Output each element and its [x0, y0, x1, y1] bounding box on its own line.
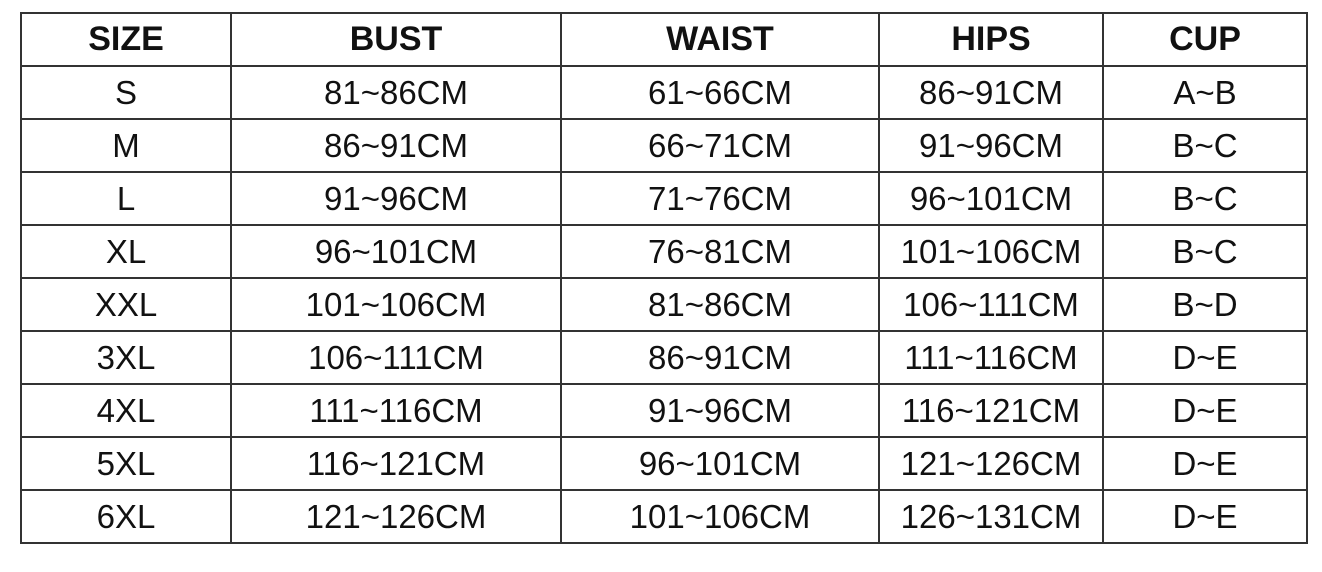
- cell-bust: 86~91CM: [230, 118, 562, 173]
- header-cup: CUP: [1102, 12, 1308, 67]
- cell-waist: 66~71CM: [560, 118, 880, 173]
- cell-size: 3XL: [20, 330, 232, 385]
- cell-waist: 71~76CM: [560, 171, 880, 226]
- cell-bust: 96~101CM: [230, 224, 562, 279]
- cell-size: 6XL: [20, 489, 232, 544]
- cell-size: 5XL: [20, 436, 232, 491]
- cell-waist: 91~96CM: [560, 383, 880, 438]
- cell-waist: 101~106CM: [560, 489, 880, 544]
- cell-waist: 86~91CM: [560, 330, 880, 385]
- cell-cup: B~C: [1102, 118, 1308, 173]
- header-row: SIZE BUST WAIST HIPS CUP: [20, 12, 1308, 67]
- cell-hips: 86~91CM: [878, 65, 1104, 120]
- cell-bust: 121~126CM: [230, 489, 562, 544]
- table-row: XXL 101~106CM 81~86CM 106~111CM B~D: [20, 277, 1308, 332]
- cell-hips: 126~131CM: [878, 489, 1104, 544]
- cell-bust: 81~86CM: [230, 65, 562, 120]
- header-hips: HIPS: [878, 12, 1104, 67]
- cell-size: L: [20, 171, 232, 226]
- table-row: L 91~96CM 71~76CM 96~101CM B~C: [20, 171, 1308, 226]
- table-row: 5XL 116~121CM 96~101CM 121~126CM D~E: [20, 436, 1308, 491]
- table-row: M 86~91CM 66~71CM 91~96CM B~C: [20, 118, 1308, 173]
- cell-waist: 76~81CM: [560, 224, 880, 279]
- cell-cup: D~E: [1102, 330, 1308, 385]
- cell-hips: 101~106CM: [878, 224, 1104, 279]
- cell-hips: 116~121CM: [878, 383, 1104, 438]
- cell-size: S: [20, 65, 232, 120]
- cell-cup: B~C: [1102, 171, 1308, 226]
- cell-hips: 106~111CM: [878, 277, 1104, 332]
- cell-size: XXL: [20, 277, 232, 332]
- cell-waist: 81~86CM: [560, 277, 880, 332]
- cell-waist: 61~66CM: [560, 65, 880, 120]
- cell-bust: 116~121CM: [230, 436, 562, 491]
- cell-hips: 121~126CM: [878, 436, 1104, 491]
- table-row: 3XL 106~111CM 86~91CM 111~116CM D~E: [20, 330, 1308, 385]
- table-row: S 81~86CM 61~66CM 86~91CM A~B: [20, 65, 1308, 120]
- size-chart-table: SIZE BUST WAIST HIPS CUP S 81~86CM 61~66CM…: [20, 12, 1308, 544]
- cell-cup: A~B: [1102, 65, 1308, 120]
- cell-cup: B~C: [1102, 224, 1308, 279]
- table-row: 6XL 121~126CM 101~106CM 126~131CM D~E: [20, 489, 1308, 544]
- cell-size: XL: [20, 224, 232, 279]
- cell-cup: B~D: [1102, 277, 1308, 332]
- cell-bust: 91~96CM: [230, 171, 562, 226]
- cell-cup: D~E: [1102, 383, 1308, 438]
- cell-hips: 96~101CM: [878, 171, 1104, 226]
- header-size: SIZE: [20, 12, 232, 67]
- cell-hips: 91~96CM: [878, 118, 1104, 173]
- header-waist: WAIST: [560, 12, 880, 67]
- cell-bust: 106~111CM: [230, 330, 562, 385]
- table-row: 4XL 111~116CM 91~96CM 116~121CM D~E: [20, 383, 1308, 438]
- table-row: XL 96~101CM 76~81CM 101~106CM B~C: [20, 224, 1308, 279]
- cell-size: 4XL: [20, 383, 232, 438]
- cell-size: M: [20, 118, 232, 173]
- cell-cup: D~E: [1102, 436, 1308, 491]
- cell-waist: 96~101CM: [560, 436, 880, 491]
- cell-bust: 101~106CM: [230, 277, 562, 332]
- cell-cup: D~E: [1102, 489, 1308, 544]
- cell-hips: 111~116CM: [878, 330, 1104, 385]
- cell-bust: 111~116CM: [230, 383, 562, 438]
- header-bust: BUST: [230, 12, 562, 67]
